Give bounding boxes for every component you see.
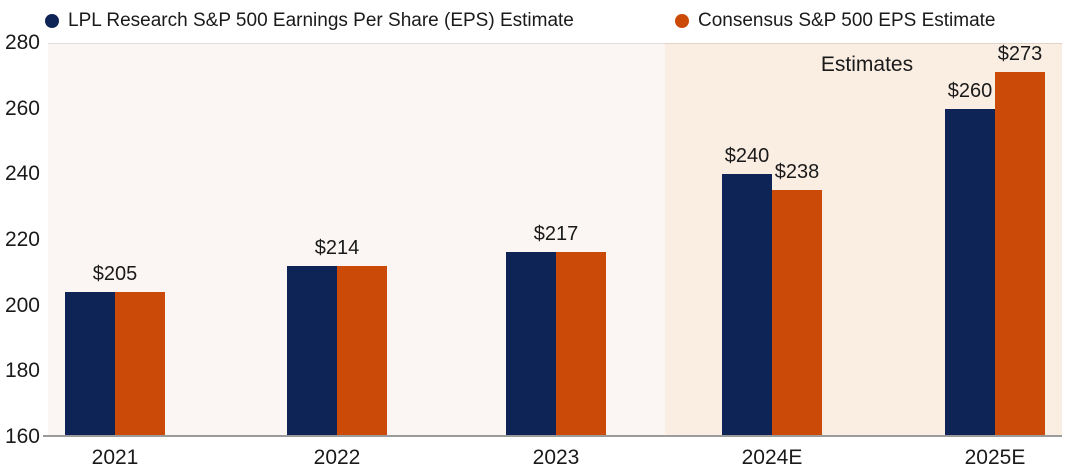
bar-2023-consensus [556,252,606,437]
bar-2022-lpl [287,266,337,437]
y-axis-tick-160: 160 [4,425,40,448]
bar-2021-consensus [115,291,165,437]
x-axis-label-2023: 2023 [532,446,580,469]
y-axis-tick-280: 280 [4,31,40,54]
bar-2025E-lpl [945,108,995,437]
bar-2025E-consensus [995,71,1045,437]
legend-label-consensus: Consensus S&P 500 EPS Estimate [698,10,996,31]
bar-2022-consensus [337,266,387,437]
legend-item-lpl: LPL Research S&P 500 Earnings Per Share … [45,9,574,33]
value-label-2022: $214 [314,237,360,260]
x-axis-line [43,435,1062,437]
value-label-2023: $217 [533,223,579,246]
x-axis-label-2025E: 2025E [964,446,1026,469]
y-axis-tick-220: 220 [4,228,40,251]
top-gridline [48,43,1062,44]
x-axis-label-2022: 2022 [313,446,361,469]
value-label-2024E-lpl: $240 [724,145,770,168]
value-label-2024E-consensus: $238 [774,160,820,183]
legend-item-consensus: Consensus S&P 500 EPS Estimate [675,9,995,33]
bar-2024E-consensus [772,189,822,437]
bar-2024E-lpl [722,174,772,437]
value-label-2021: $205 [92,262,138,285]
value-label-2025E-consensus: $273 [997,42,1043,65]
y-axis-tick-180: 180 [4,359,40,383]
legend-label-lpl: LPL Research S&P 500 Earnings Per Share … [68,10,574,31]
value-label-2025E-lpl: $260 [947,79,993,102]
estimates-region-label: Estimates [820,53,914,76]
y-axis-tick-240: 240 [4,162,40,186]
x-axis-label-2021: 2021 [91,446,139,469]
legend-dot-consensus-icon [675,14,689,28]
y-axis-tick-200: 200 [4,293,40,317]
bar-2023-lpl [506,252,556,437]
y-axis-tick-260: 260 [4,96,40,120]
x-axis-label-2024E: 2024E [741,446,803,469]
bar-2021-lpl [65,291,115,437]
legend-dot-lpl-icon [45,14,59,28]
